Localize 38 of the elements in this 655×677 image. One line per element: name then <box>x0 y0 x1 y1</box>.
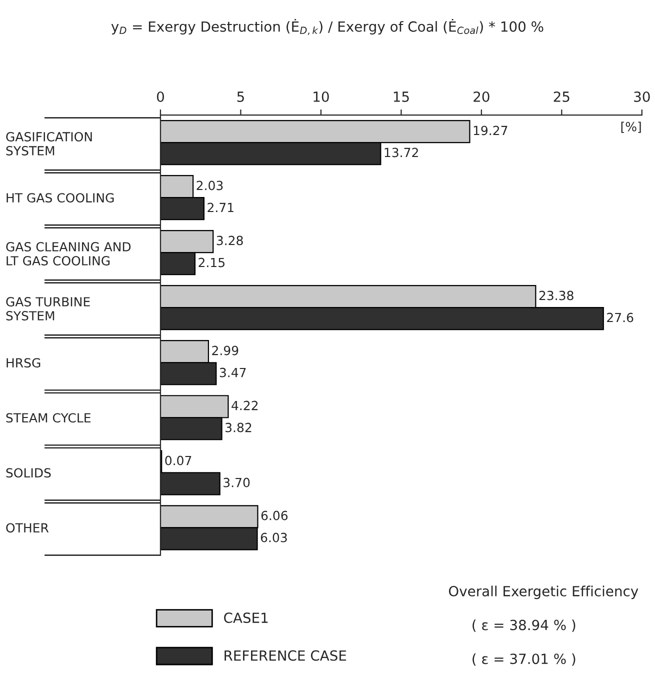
data-label: 0.07 <box>165 456 192 466</box>
x-tick-label: 15 <box>394 92 409 102</box>
legend-label: CASE1 <box>224 612 268 624</box>
data-label: 2.15 <box>198 258 224 268</box>
x-tick-label: 20 <box>474 91 490 102</box>
y-tick-label: HRSG <box>6 358 40 368</box>
data-label: 3.70 <box>224 478 250 488</box>
x-tick-label: 30 <box>634 91 650 102</box>
data-label: 13.72 <box>384 148 418 158</box>
x-tick-label: 0 <box>156 91 164 102</box>
data-label: 2.71 <box>208 202 234 212</box>
y-tick-label: GASIFICATION SYSTEM <box>6 132 92 156</box>
data-label: 3.28 <box>216 236 243 246</box>
data-label: 3.47 <box>220 368 246 378</box>
data-label: 27.6 <box>607 312 634 322</box>
data-label: 23.38 <box>539 290 574 300</box>
y-tick-label: OTHER <box>6 523 49 533</box>
text: ( ε = 37.01 % ) <box>472 653 576 666</box>
x-axis-title: [%] <box>621 122 641 133</box>
x-tick-label: 10 <box>314 91 329 102</box>
text: ( ε = 38.94 % ) <box>472 620 576 632</box>
data-label: 6.03 <box>260 532 287 542</box>
y-tick-label: STEAM CYCLE <box>6 413 90 423</box>
y-tick-label: GAS CLEANING AND LT GAS COOLING <box>6 242 131 266</box>
data-label: 2.03 <box>196 180 223 190</box>
chart-title: y$_{D}$ = Exergy Destruction (Ė$_{D,k}$) / Exergy of Coal (Ė$_{Coal}$) * 100 % <box>111 18 544 36</box>
y-tick-label: GAS TURBINE SYSTEM <box>6 297 90 320</box>
y-tick-label: SOLIDS <box>6 468 51 478</box>
x-tick-label: 25 <box>554 91 570 102</box>
data-label: 6.06 <box>261 510 288 520</box>
text: Overall Exergetic Efficiency <box>448 586 638 600</box>
data-label: 3.82 <box>226 422 252 432</box>
y-tick-label: HT GAS COOLING <box>6 193 114 203</box>
data-label: 19.27 <box>474 126 508 136</box>
legend-label: REFERENCE CASE <box>224 650 346 661</box>
data-label: 2.99 <box>212 346 238 356</box>
x-tick-label: 5 <box>237 92 244 102</box>
data-label: 4.22 <box>232 400 258 410</box>
